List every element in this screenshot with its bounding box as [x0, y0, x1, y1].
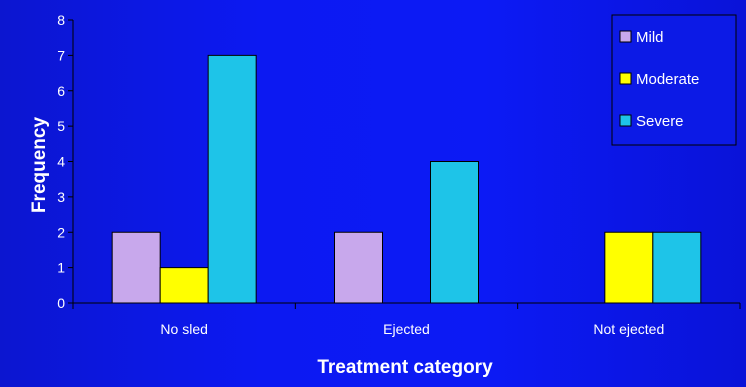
y-axis-title: Frequency [29, 117, 50, 214]
legend-label-moderate: Moderate [636, 71, 699, 88]
x-tick-label: Not ejected [593, 321, 664, 337]
legend: Mild Moderate Severe [611, 14, 737, 146]
y-tick-label: 2 [57, 224, 65, 240]
x-axis-title: Treatment category [317, 357, 493, 378]
bar-moderate-no-sled [159, 267, 209, 304]
legend-label-severe: Severe [636, 113, 684, 130]
bar-moderate-not-ejected [604, 231, 654, 304]
y-tick-label: 0 [57, 295, 65, 311]
x-tick-label: Ejected [383, 321, 430, 337]
plot-area: 0 1 2 3 4 5 6 7 8 No sled Ejected Not ejected [57, 12, 741, 337]
bar-severe-not-ejected [652, 231, 702, 304]
y-tick-label: 1 [57, 260, 65, 276]
bar-mild-ejected [334, 231, 383, 304]
bar-severe-no-sled [207, 54, 257, 304]
legend-label-mild: Mild [636, 29, 664, 46]
y-tick-label: 6 [57, 83, 65, 99]
x-tick-label: No sled [160, 321, 207, 337]
y-tick-label: 7 [57, 47, 65, 63]
bar-mild-no-sled [111, 231, 161, 304]
legend-box [611, 14, 737, 146]
bar-severe-ejected [430, 161, 479, 304]
legend-swatch-moderate [619, 72, 632, 85]
y-tick-label: 4 [57, 154, 65, 170]
legend-swatch-severe [619, 114, 632, 127]
legend-swatch-mild [619, 30, 632, 43]
y-tick-label: 3 [57, 189, 65, 205]
y-tick-label: 5 [57, 118, 65, 134]
y-tick-label: 8 [57, 12, 65, 28]
